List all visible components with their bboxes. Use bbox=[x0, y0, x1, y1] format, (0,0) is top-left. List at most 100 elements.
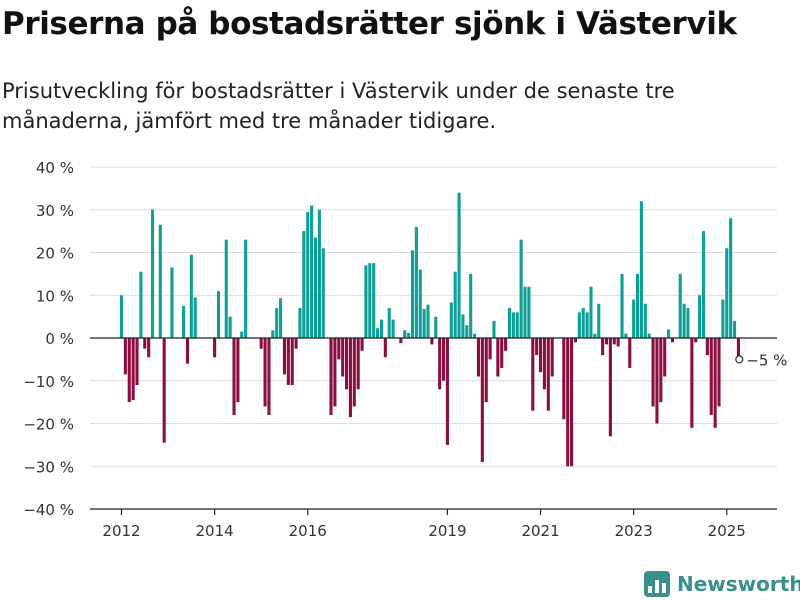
x-tick-label: 2014 bbox=[196, 522, 234, 540]
bar bbox=[317, 209, 321, 338]
bar bbox=[232, 338, 236, 415]
bar bbox=[639, 201, 643, 338]
bar bbox=[376, 328, 380, 338]
newsworthy-logo-icon bbox=[644, 571, 670, 597]
bar bbox=[686, 308, 690, 338]
bar bbox=[228, 316, 232, 339]
y-tick-label: −20 % bbox=[23, 416, 74, 434]
bar bbox=[333, 338, 337, 407]
bar bbox=[608, 338, 612, 437]
bar bbox=[364, 265, 368, 338]
bar bbox=[263, 338, 267, 407]
bar bbox=[523, 286, 527, 338]
y-tick-label: 30 % bbox=[36, 202, 74, 220]
bar bbox=[372, 263, 376, 338]
x-tick-label: 2016 bbox=[289, 522, 327, 540]
bar bbox=[434, 316, 438, 339]
bar bbox=[480, 338, 484, 462]
bar bbox=[321, 248, 325, 338]
bar bbox=[438, 338, 442, 390]
bar bbox=[414, 226, 418, 338]
bar bbox=[158, 224, 162, 338]
y-tick-label: 20 % bbox=[36, 245, 74, 263]
bar bbox=[663, 338, 667, 377]
bar bbox=[635, 273, 640, 339]
bar bbox=[717, 338, 721, 407]
bar bbox=[348, 338, 352, 418]
chart-subtitle: Prisutveckling för bostadsrätter i Väste… bbox=[2, 79, 675, 133]
bar bbox=[570, 338, 574, 467]
bar bbox=[430, 338, 434, 345]
annotation-label: −5 % bbox=[746, 351, 787, 369]
bar bbox=[670, 338, 675, 343]
bar bbox=[492, 320, 496, 338]
bar bbox=[119, 295, 124, 338]
y-tick-label: −10 % bbox=[23, 373, 74, 391]
newsworthy-logo: Newsworthy bbox=[644, 568, 800, 600]
bar bbox=[597, 303, 601, 338]
bar bbox=[721, 299, 725, 338]
bar bbox=[701, 231, 706, 339]
bar bbox=[379, 319, 384, 338]
bar bbox=[441, 338, 446, 381]
bar bbox=[387, 308, 391, 338]
bar bbox=[259, 338, 263, 349]
bar bbox=[131, 338, 135, 400]
bar bbox=[461, 314, 465, 338]
x-tick-label: 2019 bbox=[428, 522, 466, 540]
bar bbox=[643, 303, 647, 338]
bar bbox=[147, 338, 151, 358]
bar bbox=[713, 338, 717, 428]
bar bbox=[507, 308, 512, 338]
bar bbox=[290, 338, 294, 386]
bar bbox=[589, 286, 593, 338]
x-tick-label: 2021 bbox=[521, 522, 559, 540]
bar bbox=[445, 338, 449, 445]
grid-lines bbox=[90, 166, 777, 467]
bar bbox=[612, 338, 616, 345]
bar bbox=[465, 325, 469, 338]
y-tick-label: 10 % bbox=[36, 287, 74, 305]
bar bbox=[216, 290, 221, 338]
bar bbox=[577, 312, 581, 338]
bar bbox=[143, 338, 147, 349]
bar bbox=[542, 338, 546, 390]
bar bbox=[546, 338, 550, 411]
bar bbox=[286, 338, 290, 386]
bar bbox=[127, 338, 131, 403]
bar bbox=[601, 338, 605, 356]
bar bbox=[368, 263, 372, 338]
bar bbox=[698, 295, 702, 338]
bar bbox=[271, 330, 275, 338]
bar bbox=[604, 338, 609, 345]
bar bbox=[352, 338, 356, 407]
bar bbox=[193, 297, 197, 338]
bar bbox=[418, 269, 422, 338]
bar bbox=[294, 338, 298, 349]
x-tick-label: 2025 bbox=[708, 522, 746, 540]
x-tick-label: 2023 bbox=[615, 522, 653, 540]
bar bbox=[391, 319, 395, 338]
bar bbox=[538, 338, 543, 373]
bar bbox=[488, 338, 492, 360]
bar bbox=[581, 308, 585, 338]
bar bbox=[705, 338, 709, 356]
y-tick-label: 40 % bbox=[36, 159, 74, 177]
bar bbox=[383, 338, 387, 358]
y-tick-label: 0 % bbox=[45, 330, 74, 348]
bar bbox=[240, 331, 244, 338]
bar bbox=[135, 338, 139, 386]
bar bbox=[725, 248, 729, 338]
bar bbox=[310, 205, 314, 339]
bar bbox=[298, 308, 302, 338]
bar bbox=[628, 338, 632, 368]
bar bbox=[306, 211, 310, 338]
bar bbox=[709, 338, 713, 415]
bar bbox=[123, 338, 127, 375]
bar bbox=[651, 338, 655, 407]
y-tick-labels: 40 % 30 % 20 % 10 % 0 % −10 % −20 % −30 % −40 % bbox=[23, 159, 74, 519]
bar bbox=[426, 304, 430, 338]
bar bbox=[279, 298, 283, 338]
x-tick-label: 2012 bbox=[102, 522, 140, 540]
x-ticks: 2012 2014 2016 2019 2021 2023 2025 bbox=[102, 509, 746, 540]
